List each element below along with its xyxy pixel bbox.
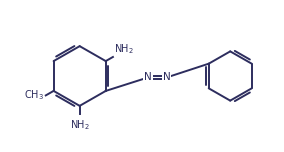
Text: N: N	[163, 73, 170, 83]
Text: NH$_2$: NH$_2$	[70, 118, 90, 132]
Text: N: N	[144, 73, 152, 83]
Text: CH$_3$: CH$_3$	[24, 88, 44, 102]
Text: NH$_2$: NH$_2$	[114, 42, 134, 56]
